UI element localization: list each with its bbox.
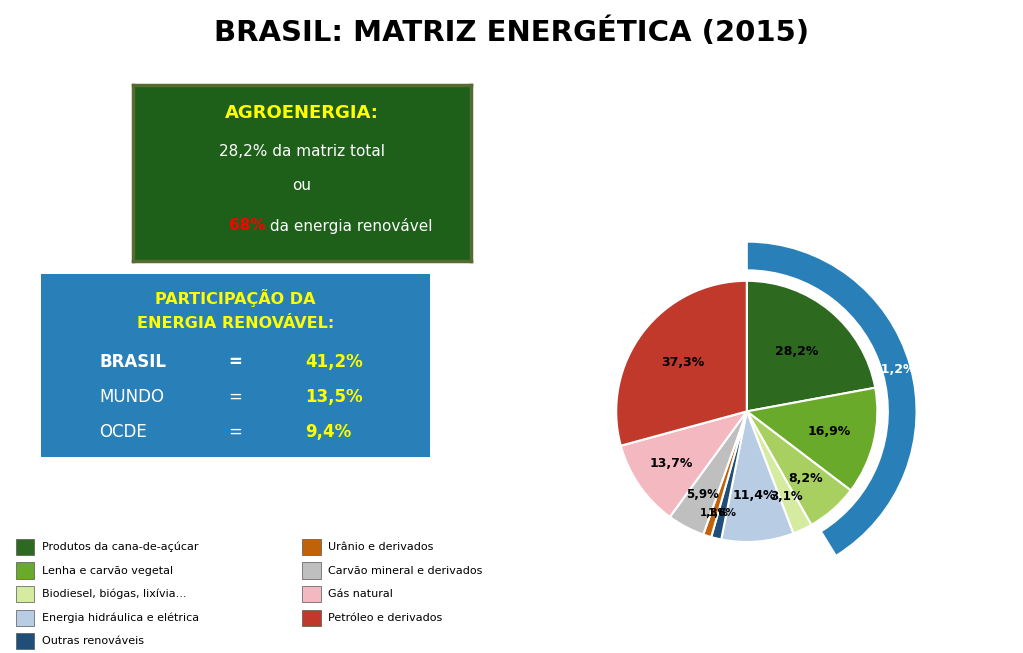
Wedge shape [616, 281, 747, 446]
Wedge shape [747, 242, 917, 556]
Text: Biodiesel, biógas, lixívia...: Biodiesel, biógas, lixívia... [42, 589, 186, 599]
Text: Energia hidráulica e elétrica: Energia hidráulica e elétrica [42, 613, 198, 623]
Text: MUNDO: MUNDO [99, 388, 165, 406]
FancyBboxPatch shape [303, 586, 321, 603]
FancyBboxPatch shape [303, 539, 321, 556]
Text: 13,7%: 13,7% [650, 456, 694, 470]
Text: 68%: 68% [229, 219, 266, 233]
Text: 13,5%: 13,5% [305, 388, 363, 406]
Wedge shape [703, 411, 747, 537]
Text: 9,4%: 9,4% [305, 422, 352, 441]
Wedge shape [747, 281, 876, 411]
Text: 37,3%: 37,3% [661, 356, 704, 369]
Wedge shape [670, 411, 747, 535]
Text: =: = [228, 388, 242, 406]
Text: Lenha e carvão vegetal: Lenha e carvão vegetal [42, 565, 173, 576]
Text: 28,2%: 28,2% [775, 345, 818, 358]
FancyBboxPatch shape [16, 586, 35, 603]
Text: 41,2%: 41,2% [872, 363, 916, 376]
Text: =: = [228, 422, 242, 441]
Text: Urânio e derivados: Urânio e derivados [328, 542, 434, 552]
Text: 5,9%: 5,9% [686, 488, 719, 501]
Text: BRASIL: BRASIL [99, 353, 166, 371]
Text: 1,6%: 1,6% [708, 508, 737, 518]
Text: 11,4%: 11,4% [732, 490, 775, 502]
Wedge shape [747, 388, 878, 490]
Text: =: = [228, 353, 242, 371]
Text: Outras renováveis: Outras renováveis [42, 636, 144, 646]
Text: PARTICIPAÇÃO DA: PARTICIPAÇÃO DA [155, 289, 315, 307]
Wedge shape [747, 411, 811, 534]
Text: Produtos da cana-de-açúcar: Produtos da cana-de-açúcar [42, 542, 198, 552]
Text: 41,2%: 41,2% [305, 353, 363, 371]
FancyBboxPatch shape [16, 539, 35, 556]
Text: OCDE: OCDE [99, 422, 147, 441]
Wedge shape [721, 411, 793, 542]
Text: Petróleo e derivados: Petróleo e derivados [328, 613, 442, 623]
FancyBboxPatch shape [16, 609, 35, 626]
Text: Gás natural: Gás natural [328, 589, 393, 599]
FancyBboxPatch shape [16, 633, 35, 650]
FancyBboxPatch shape [303, 609, 321, 626]
Wedge shape [711, 411, 747, 539]
Text: AGROENERGIA:: AGROENERGIA: [225, 104, 379, 122]
Wedge shape [747, 411, 851, 525]
Text: Carvão mineral e derivados: Carvão mineral e derivados [328, 565, 483, 576]
FancyBboxPatch shape [303, 562, 321, 579]
Text: 16,9%: 16,9% [808, 424, 851, 438]
Text: 28,2% da matriz total: 28,2% da matriz total [219, 144, 385, 159]
Text: 8,2%: 8,2% [788, 471, 822, 485]
Text: ou: ou [293, 178, 311, 193]
Text: 1,3%: 1,3% [700, 509, 728, 518]
Text: da energia renovável: da energia renovável [265, 218, 433, 234]
Text: BRASIL: MATRIZ ENERGÉTICA (2015): BRASIL: MATRIZ ENERGÉTICA (2015) [214, 18, 809, 48]
Wedge shape [621, 411, 747, 517]
FancyBboxPatch shape [16, 562, 35, 579]
Text: 3,1%: 3,1% [770, 490, 803, 503]
Text: ENERGIA RENOVÁVEL:: ENERGIA RENOVÁVEL: [137, 316, 333, 331]
